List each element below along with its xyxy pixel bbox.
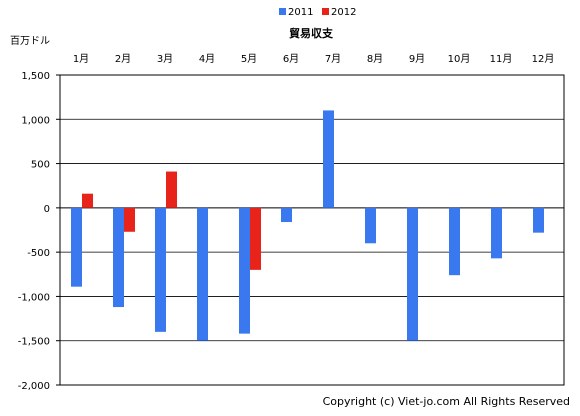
- bar-2011-3月: [155, 207, 166, 332]
- bar-2011-12月: [533, 207, 544, 233]
- y-tick-label: -2,000: [18, 381, 50, 392]
- x-tick-label: 5月: [241, 53, 257, 65]
- legend: 2011 2012: [279, 7, 356, 18]
- copyright-notice: Copyright (c) Viet-jo.com All Rights Res…: [323, 395, 570, 408]
- y-axis-tick-labels: 1,500 1,000 500 0 -500 -1,000 -1,500 -2,000: [18, 71, 50, 392]
- y-tick-label: -1,500: [18, 337, 50, 348]
- y-tick-label: -1,000: [18, 292, 50, 303]
- x-tick-label: 7月: [325, 53, 341, 65]
- chart-title: 貿易収支: [289, 26, 334, 40]
- bar-2011-8月: [365, 207, 376, 244]
- y-tick-label: 0: [44, 204, 50, 215]
- bar-2011-9月: [407, 207, 418, 341]
- legend-swatch-2011: [279, 8, 286, 15]
- x-tick-label: 1月: [73, 53, 89, 65]
- bar-2011-4月: [197, 207, 208, 341]
- bar-2011-2月: [113, 207, 124, 308]
- x-tick-label: 2月: [115, 53, 131, 65]
- x-tick-label: 12月: [532, 53, 555, 65]
- x-tick-label: 4月: [199, 53, 215, 65]
- legend-label-2012: 2012: [331, 7, 356, 18]
- x-tick-label: 6月: [283, 53, 299, 65]
- bar-2012-5月: [250, 207, 261, 270]
- bar-2011-5月: [239, 207, 250, 334]
- bar-2011-1月: [71, 207, 82, 287]
- bars: [71, 110, 544, 341]
- y-tick-label: 1,500: [21, 71, 50, 82]
- plot-border: [59, 74, 565, 386]
- bar-2011-11月: [491, 207, 502, 259]
- bar-2012-2月: [124, 207, 135, 232]
- plot-frame: [59, 74, 565, 386]
- x-tick-label: 8月: [367, 53, 383, 65]
- y-tick-label: -500: [27, 248, 50, 259]
- x-tick-label: 11月: [490, 53, 513, 65]
- bar-2012-1月: [82, 193, 93, 208]
- bar-2011-7月: [323, 110, 334, 208]
- bar-2011-6月: [281, 207, 292, 223]
- x-tick-label: 9月: [409, 53, 425, 65]
- y-tick-label: 1,000: [21, 115, 50, 126]
- x-tick-label: 10月: [448, 53, 471, 65]
- y-tick-label: 500: [31, 160, 50, 171]
- unit-label: 百万ドル: [10, 35, 50, 47]
- legend-swatch-2012: [322, 8, 329, 15]
- bar-2011-10月: [449, 207, 460, 276]
- bar-2012-3月: [166, 171, 177, 208]
- legend-label-2011: 2011: [288, 7, 313, 18]
- x-axis-tick-labels: 1月 2月 3月 4月 5月 6月 7月 8月 9月 10月 11月 12月: [73, 53, 555, 65]
- x-tick-label: 3月: [157, 53, 173, 65]
